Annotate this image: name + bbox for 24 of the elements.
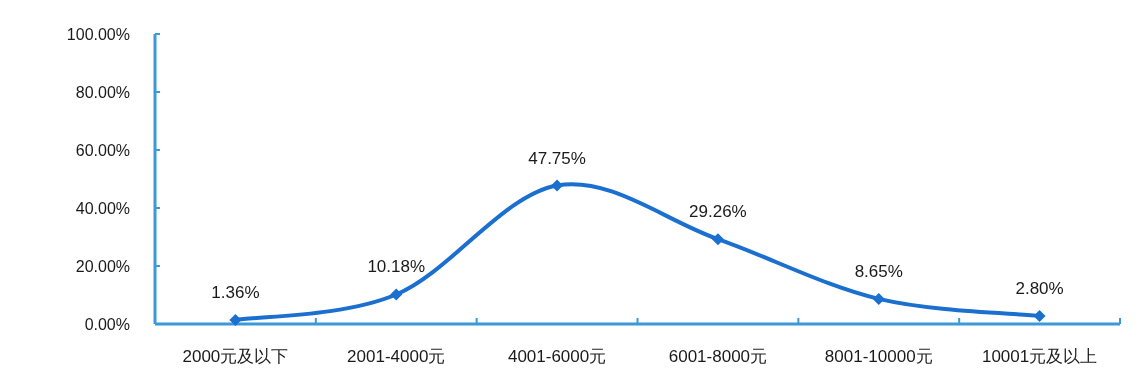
y-tick-label: 60.00% <box>75 142 130 159</box>
x-tick-label: 6001-8000元 <box>668 347 768 366</box>
y-tick-label: 20.00% <box>75 258 130 275</box>
point <box>711 233 724 246</box>
point <box>551 179 564 192</box>
x-tick-label: 2001-4000元 <box>347 347 446 366</box>
data-label: 8.65% <box>854 261 903 281</box>
point <box>229 314 242 327</box>
y-tick-label: 100.00% <box>66 26 130 43</box>
y-tick-label: 80.00% <box>75 84 130 101</box>
x-tick-label: 10001元及以上 <box>981 347 1098 366</box>
x-tick-label: 2000元及以下 <box>182 347 289 366</box>
data-label: 47.75% <box>528 148 586 168</box>
data-label: 1.36% <box>211 283 260 303</box>
x-tick-label: 4001-6000元 <box>507 347 607 366</box>
x-tick-label: 8001-10000元 <box>824 347 933 366</box>
point <box>872 292 885 305</box>
y-tick-label: 40.00% <box>75 200 130 217</box>
point <box>1033 309 1046 322</box>
data-label: 10.18% <box>367 257 426 277</box>
y-tick-label: 0.00% <box>84 316 130 333</box>
point <box>390 288 403 301</box>
data-label: 2.80% <box>1015 278 1064 298</box>
data-label: 29.26% <box>689 202 747 222</box>
